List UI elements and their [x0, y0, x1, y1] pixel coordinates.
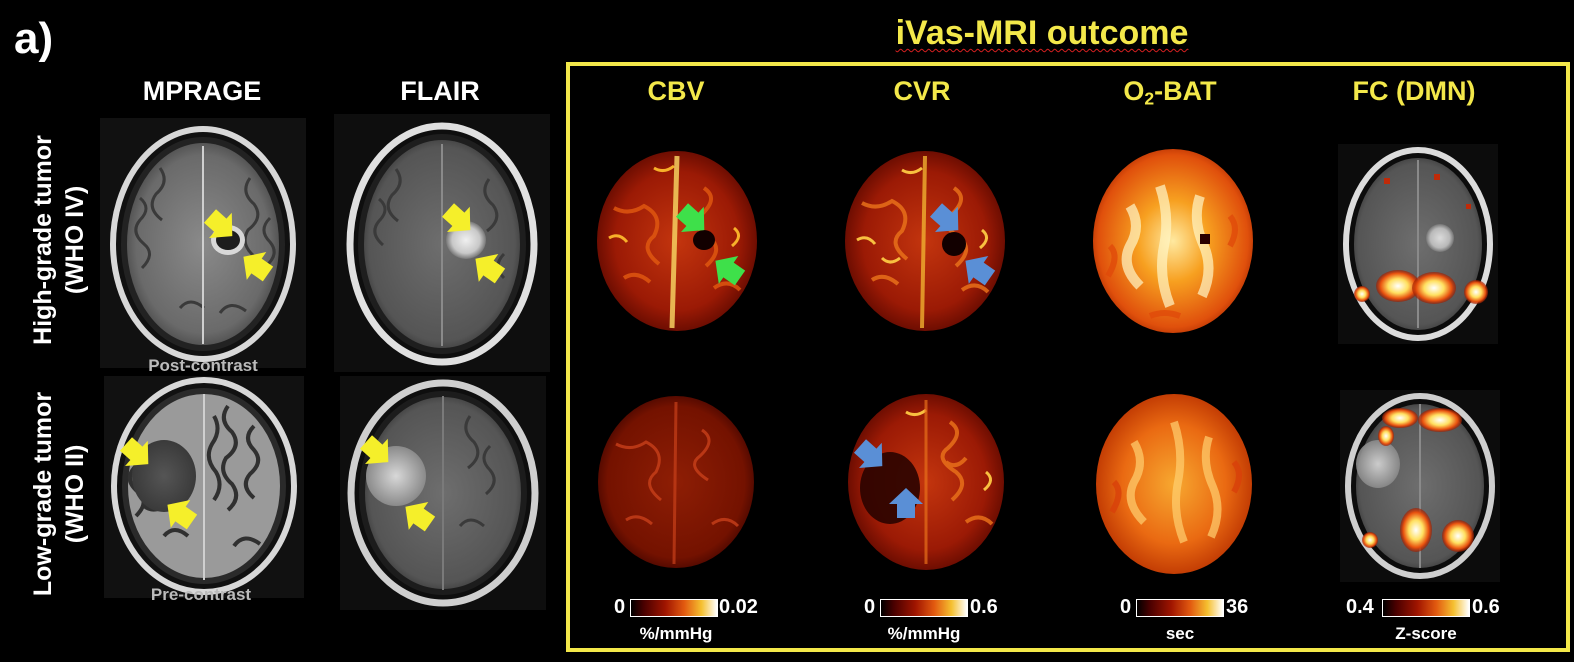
column-header-flair: FLAIR: [400, 76, 480, 106]
colorbar-cvr: [880, 599, 968, 617]
mprage-high-grade-image: [100, 118, 306, 368]
figure-title: iVas-MRI outcome: [895, 14, 1189, 52]
column-header-cvr: CVR: [893, 76, 951, 106]
column-header-fc: FC (DMN): [1352, 76, 1476, 106]
colorbar-fc-unit: Z-score: [1395, 624, 1457, 643]
colorbar-cbv: [630, 599, 718, 617]
colorbar-fc-min: 0.4: [1346, 596, 1374, 618]
mprage-low-grade-image: [104, 376, 304, 598]
cbv-high-grade-map: [597, 151, 757, 331]
column-header-o2bat: O2-BAT: [1123, 76, 1217, 109]
cbv-low-grade-map: [598, 396, 754, 568]
caption-pre-contrast: Pre-contrast: [150, 585, 252, 604]
ivas-outcome-box: [566, 62, 1570, 652]
fc-low-grade-map: [1340, 390, 1500, 582]
colorbar-cvr-unit: %/mmHg: [887, 624, 961, 643]
colorbar-fc: [1382, 599, 1470, 617]
flair-low-grade-image: [340, 376, 546, 610]
colorbar-fc-max: 0.6: [1472, 596, 1500, 618]
colorbar-o2bat-unit: sec: [1165, 624, 1195, 643]
colorbar-o2bat-min: 0: [1120, 596, 1132, 618]
row-label-high-grade: High-grade tumor (WHO IV): [29, 135, 89, 345]
panel-label: a): [14, 14, 54, 63]
colorbar-o2bat: [1136, 599, 1224, 617]
colorbar-cbv-unit: %/mmHg: [639, 624, 713, 643]
colorbar-o2bat-max: 36: [1226, 596, 1249, 618]
cvr-high-grade-map: [845, 151, 1005, 331]
o2bat-low-grade-map: [1096, 394, 1252, 574]
colorbar-cvr-min: 0: [864, 596, 876, 618]
caption-post-contrast: Post-contrast: [148, 356, 258, 375]
colorbar-cbv-min: 0: [614, 596, 626, 618]
cvr-low-grade-map: [848, 394, 1004, 570]
colorbar-cbv-max: 0.02: [719, 596, 758, 618]
flair-high-grade-image: [334, 114, 550, 372]
fc-high-grade-map: [1338, 144, 1498, 344]
colorbar-cvr-max: 0.6: [970, 596, 998, 618]
column-header-mprage: MPRAGE: [142, 76, 262, 106]
o2bat-high-grade-map: [1093, 149, 1253, 333]
row-label-low-grade: Low-grade tumor (WHO II): [29, 391, 89, 597]
column-header-cbv: CBV: [647, 76, 705, 106]
